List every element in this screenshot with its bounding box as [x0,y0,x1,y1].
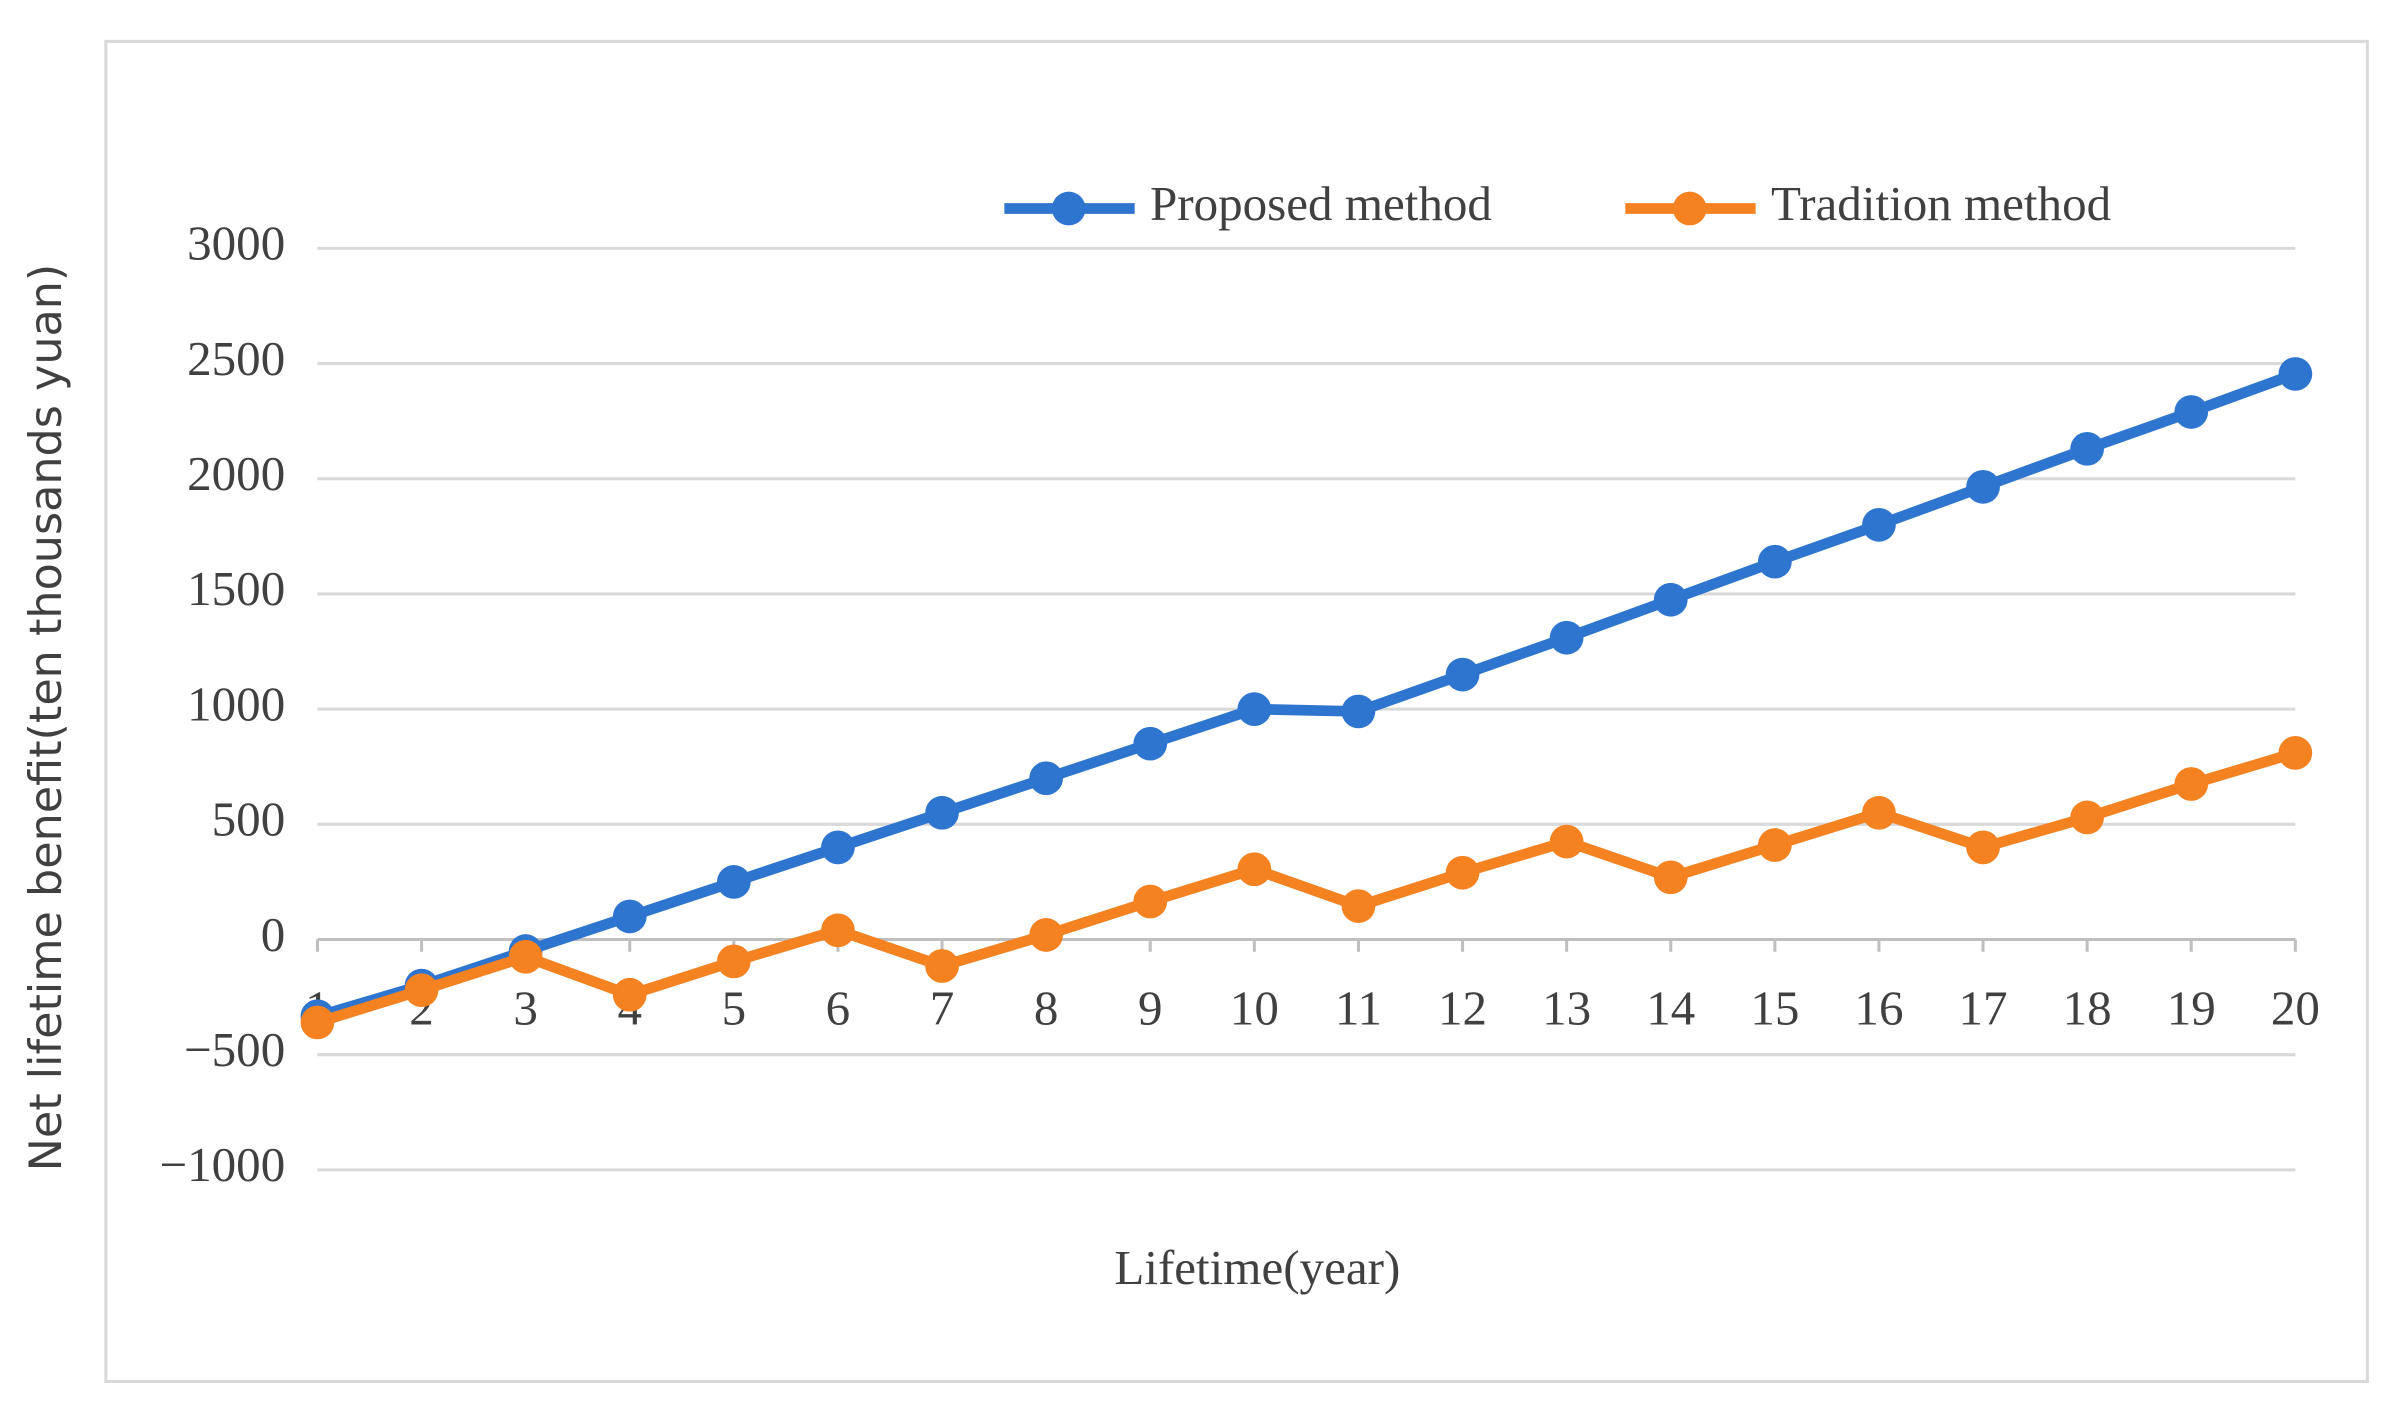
x-tick-label: 5 [722,980,747,1035]
y-tick-label: 2000 [187,446,285,501]
data-point [1029,761,1064,796]
data-point [404,973,439,1008]
x-tick-label: 18 [2063,980,2112,1035]
x-tick-label: 19 [2167,980,2216,1035]
data-point [716,865,751,899]
y-tick-label: 500 [212,792,286,847]
data-point [1757,828,1792,862]
data-point [1029,918,1064,952]
y-tick-label: −1000 [159,1137,285,1192]
x-tick-label: 11 [1335,980,1382,1035]
data-point [508,939,543,974]
data-point [1549,620,1584,655]
legend-marker [1051,191,1086,226]
x-tick-label: 9 [1138,980,1163,1035]
data-point [821,913,855,948]
data-point [1133,726,1168,761]
data-point [2070,800,2105,835]
data-point [1133,884,1168,919]
data-point [1653,582,1688,617]
data-point [300,1005,335,1040]
data-point [612,899,647,934]
data-point [1966,469,2000,504]
legend-label: Tradition method [1771,176,2111,231]
data-point [1862,795,1896,830]
x-tick-label: 15 [1750,980,1799,1035]
data-point [716,944,751,979]
x-axis-title: Lifetime(year) [1114,1240,1400,1295]
series-line [315,747,2297,1028]
legend-label: Proposed method [1150,176,1492,231]
data-point [925,949,959,983]
y-tick-label: 1500 [187,561,285,616]
y-tick-label: 1000 [187,676,285,731]
data-point [1237,852,1272,887]
data-point [1445,657,1480,692]
x-tick-label: 17 [1959,980,2008,1035]
x-tick-label: 6 [826,980,851,1035]
data-point [925,795,959,830]
x-tick-label: 13 [1542,980,1591,1035]
x-tick-label: 8 [1034,980,1059,1035]
x-tick-label: 10 [1230,980,1279,1035]
data-point [1237,692,1272,726]
y-tick-label: −500 [184,1022,285,1077]
data-point [1966,830,2000,865]
data-point [1653,860,1688,895]
data-point [1549,824,1584,859]
y-tick-label: 3000 [187,216,285,271]
x-tick-label: 14 [1646,980,1695,1035]
x-tick-label: 3 [513,980,538,1035]
series-line [315,368,2298,1022]
x-tick-label: 12 [1438,980,1487,1035]
data-point [2174,395,2209,429]
data-point [821,830,855,865]
data-point [1445,855,1480,890]
data-point [2278,357,2313,391]
legend-marker [1672,191,1707,226]
data-point [2278,736,2313,770]
data-point [2070,431,2105,466]
y-tick-label: 0 [261,907,286,962]
y-tick-label: 2500 [187,331,285,386]
y-axis-title: Net lifetime benefit(ten thousands yuan) [21,264,72,1172]
x-tick-label: 7 [930,980,955,1035]
data-point [1757,544,1792,579]
data-point [2174,767,2209,801]
data-point [1341,889,1376,923]
data-point [1862,507,1896,542]
data-point [612,977,647,1012]
x-tick-label: 16 [1854,980,1903,1035]
x-tick-label: 20 [2271,980,2320,1035]
data-point [1341,694,1376,729]
